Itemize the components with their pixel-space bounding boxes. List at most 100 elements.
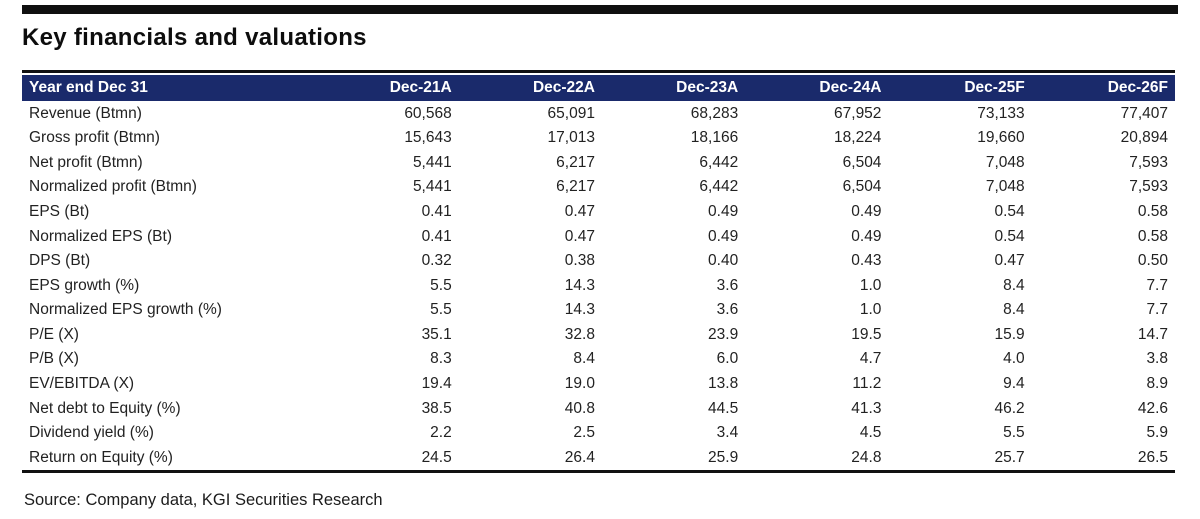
cell: 6.0 [716, 350, 739, 368]
cell: 4.7 [859, 350, 882, 368]
cell: 0.40 [708, 252, 739, 270]
table-header: Year end Dec 31 Dec-21A Dec-22A Dec-23A … [22, 75, 1175, 101]
row-label: Return on Equity (%) [29, 448, 173, 466]
page-title: Key financials and valuations [22, 24, 367, 51]
cell: 18,166 [690, 129, 739, 147]
header-dec-25f: Dec-25F [888, 75, 1032, 101]
cell: 0.58 [1137, 202, 1168, 220]
header-dec-26f: Dec-26F [1031, 75, 1175, 101]
cell: 0.49 [708, 202, 739, 220]
source-note: Source: Company data, KGI Securities Res… [24, 491, 383, 509]
cell: 1.0 [859, 301, 882, 319]
cell: 4.0 [1003, 350, 1025, 368]
cell: 15.9 [994, 325, 1025, 343]
cell: 42.6 [1137, 399, 1168, 417]
row-label: Net profit (Btmn) [29, 153, 143, 171]
table-body: Revenue (Btmn) 60,568 65,091 68,283 67,9… [22, 101, 1175, 471]
cell: 0.47 [994, 252, 1025, 270]
cell: 6,504 [842, 178, 882, 196]
cell: 17,013 [547, 129, 595, 147]
row-label: EV/EBITDA (X) [29, 375, 135, 393]
cell: 6,504 [842, 153, 882, 171]
cell: 0.49 [708, 227, 739, 245]
cell: 24.5 [421, 448, 452, 466]
cell: 0.43 [851, 252, 882, 270]
cell: 26.4 [564, 448, 595, 466]
row-label: P/E (X) [29, 325, 79, 343]
header-dec-23a: Dec-23A [601, 75, 746, 101]
table-row: Return on Equity (%) 24.5 26.4 25.9 24.8… [22, 445, 1175, 471]
cell: 0.50 [1137, 252, 1168, 270]
cell: 23.9 [708, 325, 739, 343]
cell: 0.54 [994, 227, 1025, 245]
cell: 7,048 [985, 153, 1025, 171]
table-row: Normalized profit (Btmn) 5,441 6,217 6,4… [22, 175, 1175, 200]
header-dec-22a: Dec-22A [458, 75, 602, 101]
table-row: EPS (Bt) 0.41 0.47 0.49 0.49 0.54 0.58 [22, 199, 1175, 224]
table-row: P/E (X) 35.1 32.8 23.9 19.5 15.9 14.7 [22, 322, 1175, 347]
cell: 0.49 [851, 227, 882, 245]
row-label: EPS growth (%) [29, 276, 140, 294]
cell: 5.5 [1003, 424, 1025, 442]
cell: 2.2 [430, 424, 452, 442]
cell: 11.2 [852, 375, 882, 393]
cell: 7,593 [1129, 153, 1168, 171]
financials-table: Year end Dec 31 Dec-21A Dec-22A Dec-23A … [22, 75, 1175, 473]
cell: 25.9 [708, 448, 739, 466]
cell: 35.1 [421, 325, 452, 343]
cell: 19.0 [564, 375, 595, 393]
table-row: Normalized EPS (Bt) 0.41 0.47 0.49 0.49 … [22, 224, 1175, 249]
cell: 14.3 [564, 301, 595, 319]
cell: 24.8 [851, 448, 882, 466]
header-dec-24a: Dec-24A [745, 75, 889, 101]
cell: 14.3 [564, 276, 595, 294]
cell: 19,660 [977, 129, 1025, 147]
cell: 14.7 [1137, 325, 1168, 343]
table-row: Normalized EPS growth (%) 5.5 14.3 3.6 1… [22, 298, 1175, 323]
cell: 32.8 [564, 325, 595, 343]
cell: 3.4 [716, 424, 739, 442]
cell: 3.6 [716, 301, 739, 319]
cell: 7.7 [1146, 276, 1168, 294]
cell: 67,952 [834, 104, 882, 122]
cell: 0.41 [421, 202, 452, 220]
table-row: Revenue (Btmn) 60,568 65,091 68,283 67,9… [22, 101, 1175, 126]
cell: 0.47 [564, 227, 595, 245]
cell: 18,224 [834, 129, 882, 147]
cell: 8.4 [573, 350, 595, 368]
cell: 0.47 [564, 202, 595, 220]
table-row: Gross profit (Btmn) 15,643 17,013 18,166… [22, 126, 1175, 151]
table-row: Net debt to Equity (%) 38.5 40.8 44.5 41… [22, 396, 1175, 421]
table-row: P/B (X) 8.3 8.4 6.0 4.7 4.0 3.8 [22, 347, 1175, 372]
cell: 77,407 [1120, 104, 1168, 122]
table-row: EPS growth (%) 5.5 14.3 3.6 1.0 8.4 7.7 [22, 273, 1175, 298]
cell: 26.5 [1137, 448, 1168, 466]
cell: 40.8 [564, 399, 595, 417]
cell: 2.5 [573, 424, 595, 442]
cell: 20,894 [1120, 129, 1168, 147]
cell: 7.7 [1146, 301, 1168, 319]
row-label: Revenue (Btmn) [29, 104, 142, 122]
cell: 8.4 [1003, 301, 1025, 319]
cell: 8.4 [1003, 276, 1025, 294]
table-row: DPS (Bt) 0.32 0.38 0.40 0.43 0.47 0.50 [22, 249, 1175, 274]
top-rule-bar [22, 5, 1178, 14]
cell: 5.9 [1146, 424, 1168, 442]
cell: 7,593 [1129, 178, 1168, 196]
cell: 6,217 [556, 178, 595, 196]
table-row: Net profit (Btmn) 5,441 6,217 6,442 6,50… [22, 150, 1175, 175]
row-label: DPS (Bt) [29, 252, 91, 270]
cell: 0.54 [994, 202, 1025, 220]
row-label: EPS (Bt) [29, 202, 90, 220]
cell: 0.58 [1137, 227, 1168, 245]
header-dec-21a: Dec-21A [315, 75, 459, 101]
cell: 46.2 [994, 399, 1025, 417]
cell: 41.3 [851, 399, 882, 417]
cell: 5.5 [430, 301, 452, 319]
row-label: P/B (X) [29, 350, 79, 368]
cell: 38.5 [421, 399, 452, 417]
cell: 0.32 [421, 252, 452, 270]
cell: 5,441 [412, 153, 452, 171]
cell: 15,643 [404, 129, 452, 147]
